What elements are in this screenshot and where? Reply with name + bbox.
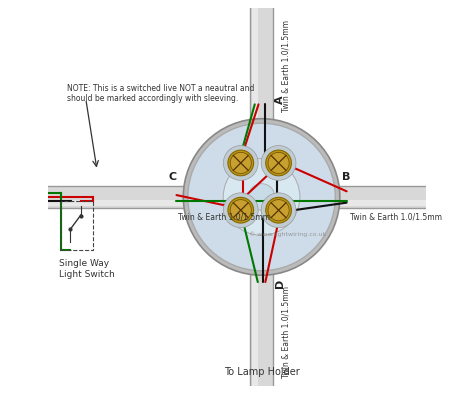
Bar — [331, 200, 434, 206]
Bar — [250, 267, 273, 393]
Text: B: B — [342, 172, 351, 182]
Circle shape — [268, 200, 289, 221]
Text: Twin & Earth 1.0/1.5mm: Twin & Earth 1.0/1.5mm — [281, 20, 290, 112]
Bar — [40, 200, 191, 206]
Text: Twin & Earth 1.0/1.5mm: Twin & Earth 1.0/1.5mm — [350, 212, 442, 221]
Circle shape — [223, 159, 300, 235]
Circle shape — [223, 146, 258, 180]
Circle shape — [261, 193, 296, 227]
Bar — [61, 201, 93, 250]
Circle shape — [228, 197, 254, 223]
Text: Twin & Earth 1.0/1.5mm: Twin & Earth 1.0/1.5mm — [281, 286, 290, 378]
Circle shape — [261, 146, 296, 180]
Bar — [331, 186, 434, 208]
Circle shape — [228, 150, 254, 176]
Bar — [253, 0, 258, 127]
Circle shape — [230, 200, 251, 221]
Text: To Lamp Holder: To Lamp Holder — [224, 366, 300, 377]
Circle shape — [248, 184, 275, 210]
Circle shape — [183, 119, 340, 275]
Circle shape — [230, 152, 251, 173]
Circle shape — [266, 197, 292, 223]
Text: Single Way
Light Switch: Single Way Light Switch — [59, 259, 115, 279]
Text: Twin & Earth 1.0/1.5mm: Twin & Earth 1.0/1.5mm — [178, 212, 270, 221]
Circle shape — [188, 123, 335, 271]
Circle shape — [223, 193, 258, 227]
Text: D: D — [275, 278, 285, 287]
Bar — [253, 267, 258, 393]
Bar — [40, 186, 191, 208]
Circle shape — [266, 150, 292, 176]
Text: NOTE: This is a switched live NOT a neautral and
should be marked accordingly wi: NOTE: This is a switched live NOT a neau… — [67, 83, 254, 103]
Text: C: C — [169, 172, 177, 182]
Text: © www.lightwiring.co.uk: © www.lightwiring.co.uk — [249, 231, 327, 237]
Circle shape — [268, 152, 289, 173]
Text: A: A — [275, 96, 285, 104]
Bar — [250, 0, 273, 127]
